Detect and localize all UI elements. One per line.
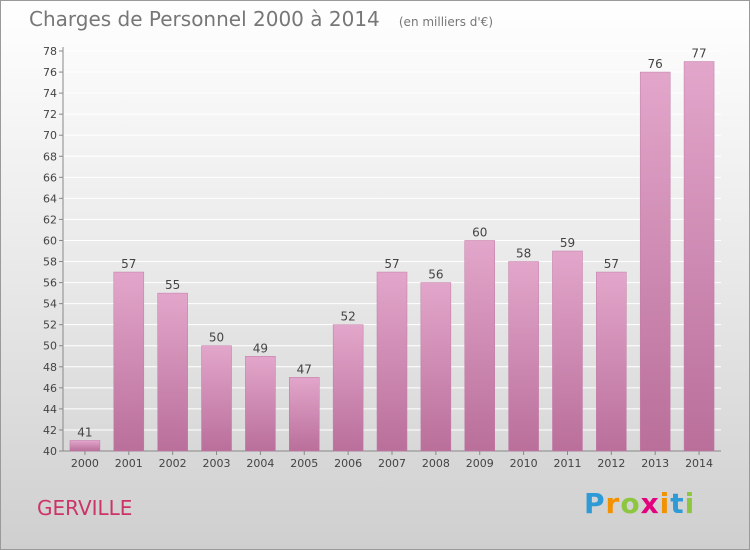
x-tick-label: 2007 <box>378 457 406 470</box>
logo-letter: i <box>684 487 696 520</box>
x-tick-label: 2011 <box>553 457 581 470</box>
y-tick-label: 74 <box>43 87 57 100</box>
y-tick-label: 46 <box>43 382 57 395</box>
bar-2004 <box>245 356 276 452</box>
bar-2000 <box>69 440 101 452</box>
bar-2005 <box>289 377 320 452</box>
x-tick-label: 2002 <box>159 457 187 470</box>
bar-value-label: 60 <box>472 225 487 239</box>
bar-value-label: 56 <box>428 268 443 282</box>
y-tick-label: 72 <box>43 108 57 121</box>
x-tick-label: 2001 <box>115 457 143 470</box>
y-tick-label: 54 <box>43 298 57 311</box>
logo-letter: r <box>605 487 621 520</box>
title-row: Charges de Personnel 2000 à 2014 (en mil… <box>29 7 493 31</box>
y-tick-label: 64 <box>43 192 57 205</box>
proxiti-logo: Proxiti <box>584 487 695 520</box>
x-tick-label: 2009 <box>466 457 494 470</box>
y-tick-label: 78 <box>43 45 57 58</box>
bar-2014 <box>683 61 715 452</box>
y-tick-label: 76 <box>43 66 57 79</box>
bar-2009 <box>464 240 495 452</box>
logo-letter: i <box>659 487 671 520</box>
y-tick-label: 40 <box>43 445 57 458</box>
y-tick-label: 44 <box>43 403 57 416</box>
bar-2011 <box>552 250 583 452</box>
y-tick-label: 42 <box>43 424 57 437</box>
y-tick-label: 58 <box>43 256 57 269</box>
bar-value-label: 57 <box>121 257 136 271</box>
x-tick-label: 2010 <box>510 457 538 470</box>
bar-2008 <box>420 282 452 452</box>
y-tick-label: 52 <box>43 319 57 332</box>
bar-value-label: 77 <box>691 47 706 61</box>
bar-value-label: 58 <box>516 247 531 261</box>
y-tick-label: 70 <box>43 129 57 142</box>
x-tick-label: 2004 <box>246 457 274 470</box>
commune-label: GERVILLE <box>37 496 133 520</box>
y-tick-label: 66 <box>43 171 57 184</box>
x-tick-label: 2014 <box>685 457 713 470</box>
bar-2012 <box>596 271 627 452</box>
bar-value-label: 50 <box>209 331 224 345</box>
y-tick-label: 56 <box>43 277 57 290</box>
bar-2010 <box>508 261 539 452</box>
bar-value-label: 41 <box>77 425 92 439</box>
y-tick-label: 48 <box>43 361 57 374</box>
x-tick-label: 2005 <box>290 457 318 470</box>
bar-2003 <box>201 345 232 452</box>
bar-value-label: 55 <box>165 278 180 292</box>
x-tick-label: 2003 <box>203 457 231 470</box>
logo-letter: o <box>620 487 641 520</box>
x-tick-label: 2013 <box>641 457 669 470</box>
bar-2007 <box>376 271 408 452</box>
bar-2006 <box>332 324 364 452</box>
bar-2001 <box>113 271 145 452</box>
x-tick-label: 2012 <box>597 457 625 470</box>
bar-value-label: 76 <box>648 57 663 71</box>
logo-letter: t <box>670 487 685 520</box>
bar-value-label: 52 <box>340 310 355 324</box>
y-tick-label: 62 <box>43 213 57 226</box>
y-tick-label: 68 <box>43 150 57 163</box>
bar-2013 <box>639 71 671 452</box>
bar-value-label: 49 <box>253 341 268 355</box>
x-tick-label: 2000 <box>71 457 99 470</box>
y-tick-label: 50 <box>43 340 57 353</box>
bar-2002 <box>157 292 188 452</box>
logo-letter: x <box>640 487 660 520</box>
x-tick-label: 2006 <box>334 457 362 470</box>
bar-value-label: 57 <box>384 257 399 271</box>
bar-value-label: 47 <box>297 362 312 376</box>
chart-subtitle: (en milliers d'€) <box>398 15 493 29</box>
bar-value-label: 59 <box>560 236 575 250</box>
y-tick-label: 60 <box>43 234 57 247</box>
chart-title: Charges de Personnel 2000 à 2014 <box>29 7 380 31</box>
x-tick-label: 2008 <box>422 457 450 470</box>
bar-value-label: 57 <box>604 257 619 271</box>
logo-letter: P <box>584 487 606 520</box>
